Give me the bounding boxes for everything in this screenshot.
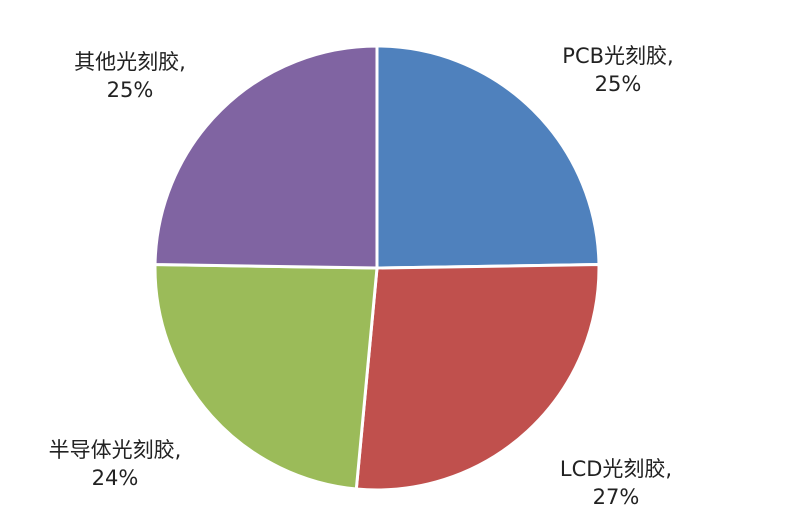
- label-other-value: 25%: [106, 78, 154, 102]
- label-pcb-name: PCB光刻胶,: [562, 44, 674, 68]
- label-semiconductor-name: 半导体光刻胶,: [48, 438, 182, 462]
- label-lcd: LCD光刻胶, 27%: [536, 455, 696, 511]
- slice-other: [153, 44, 379, 270]
- slice-lcd: [354, 263, 601, 492]
- label-other: 其他光刻胶, 25%: [50, 48, 210, 104]
- label-semiconductor: 半导体光刻胶, 24%: [20, 436, 210, 492]
- label-other-name: 其他光刻胶,: [74, 50, 186, 74]
- label-pcb: PCB光刻胶, 25%: [538, 42, 698, 98]
- slice-pcb: [375, 44, 601, 270]
- slice-semiconductor: [153, 263, 379, 491]
- label-semiconductor-value: 24%: [91, 466, 139, 490]
- label-lcd-name: LCD光刻胶,: [559, 457, 673, 481]
- label-lcd-value: 27%: [592, 485, 640, 509]
- label-pcb-value: 25%: [594, 72, 642, 96]
- pie-slices: [153, 44, 601, 492]
